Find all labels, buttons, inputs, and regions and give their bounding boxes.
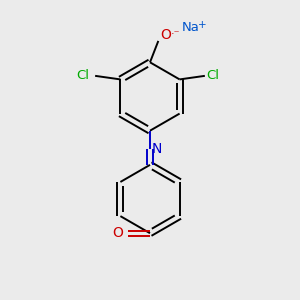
Text: Cl: Cl — [206, 69, 219, 82]
Text: Cl: Cl — [77, 69, 90, 82]
Text: O: O — [160, 28, 171, 42]
Text: +: + — [198, 20, 206, 30]
Text: O: O — [112, 226, 123, 240]
Text: ·⁻: ·⁻ — [171, 29, 181, 39]
Text: N: N — [152, 142, 163, 155]
Text: Na: Na — [182, 21, 200, 34]
